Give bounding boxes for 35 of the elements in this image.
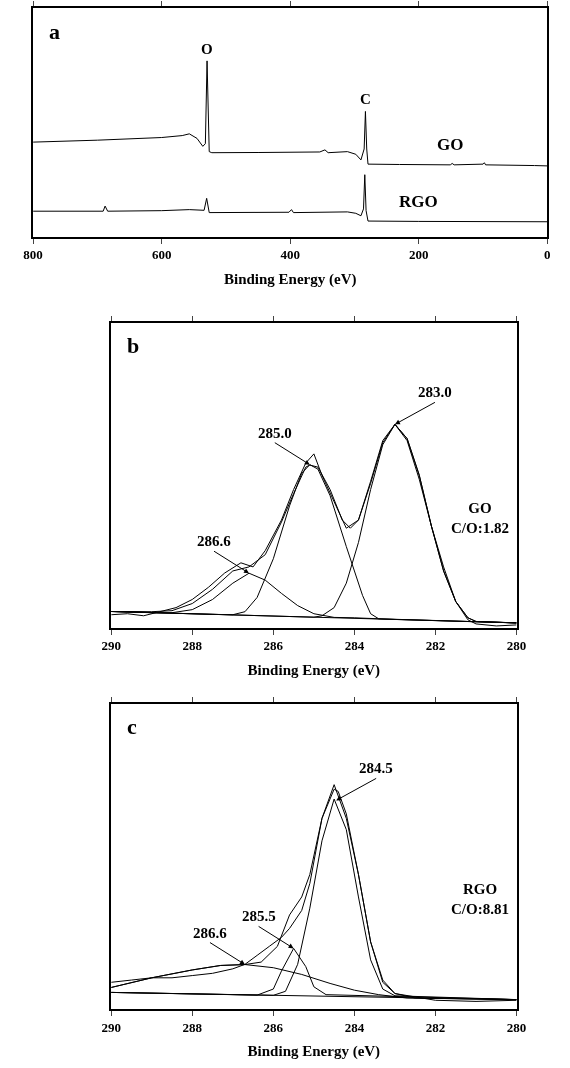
- series-label: GO: [437, 135, 464, 154]
- chart-title: c: [127, 714, 137, 739]
- x-tick-label: 282: [425, 1019, 446, 1035]
- x-tick-label: 0: [544, 247, 551, 263]
- annotation: 283.0: [418, 384, 452, 400]
- annotation: 285.5: [242, 908, 276, 924]
- x-tick-label: 280: [506, 638, 527, 654]
- x-tick-label: 280: [506, 1019, 527, 1035]
- x-tick-label: 286: [263, 638, 284, 654]
- x-tick-label: 284: [344, 638, 365, 654]
- x-axis-title: Binding Energy (eV): [223, 270, 357, 288]
- annotation: 285.0: [258, 425, 292, 441]
- chart-title: b: [127, 333, 140, 358]
- annotation: 286.6: [193, 925, 228, 941]
- x-tick-label: 288: [182, 1019, 203, 1035]
- annotation: GO C/O:1.82: [451, 500, 509, 536]
- annotation: C: [360, 91, 371, 107]
- annotation: 286.6: [197, 533, 232, 549]
- annotation: O: [201, 41, 213, 57]
- annotation: 284.5: [359, 760, 393, 776]
- x-tick-label: 290: [101, 1019, 121, 1035]
- x-tick-label: 600: [151, 247, 172, 263]
- x-tick-label: 200: [409, 247, 429, 263]
- x-tick-label: 288: [182, 638, 203, 654]
- x-tick-label: 290: [101, 638, 121, 654]
- x-tick-label: 400: [280, 247, 300, 263]
- x-tick-label: 800: [23, 247, 43, 263]
- x-tick-label: 282: [425, 638, 446, 654]
- x-tick-label: 286: [263, 1019, 284, 1035]
- annotation: RGO C/O:8.81: [451, 881, 509, 917]
- x-tick-label: 284: [344, 1019, 365, 1035]
- x-axis-title: Binding Energy (eV): [247, 661, 381, 679]
- chart-title: a: [49, 19, 60, 44]
- series-label: RGO: [399, 192, 438, 211]
- x-axis-title: Binding Energy (eV): [247, 1043, 381, 1061]
